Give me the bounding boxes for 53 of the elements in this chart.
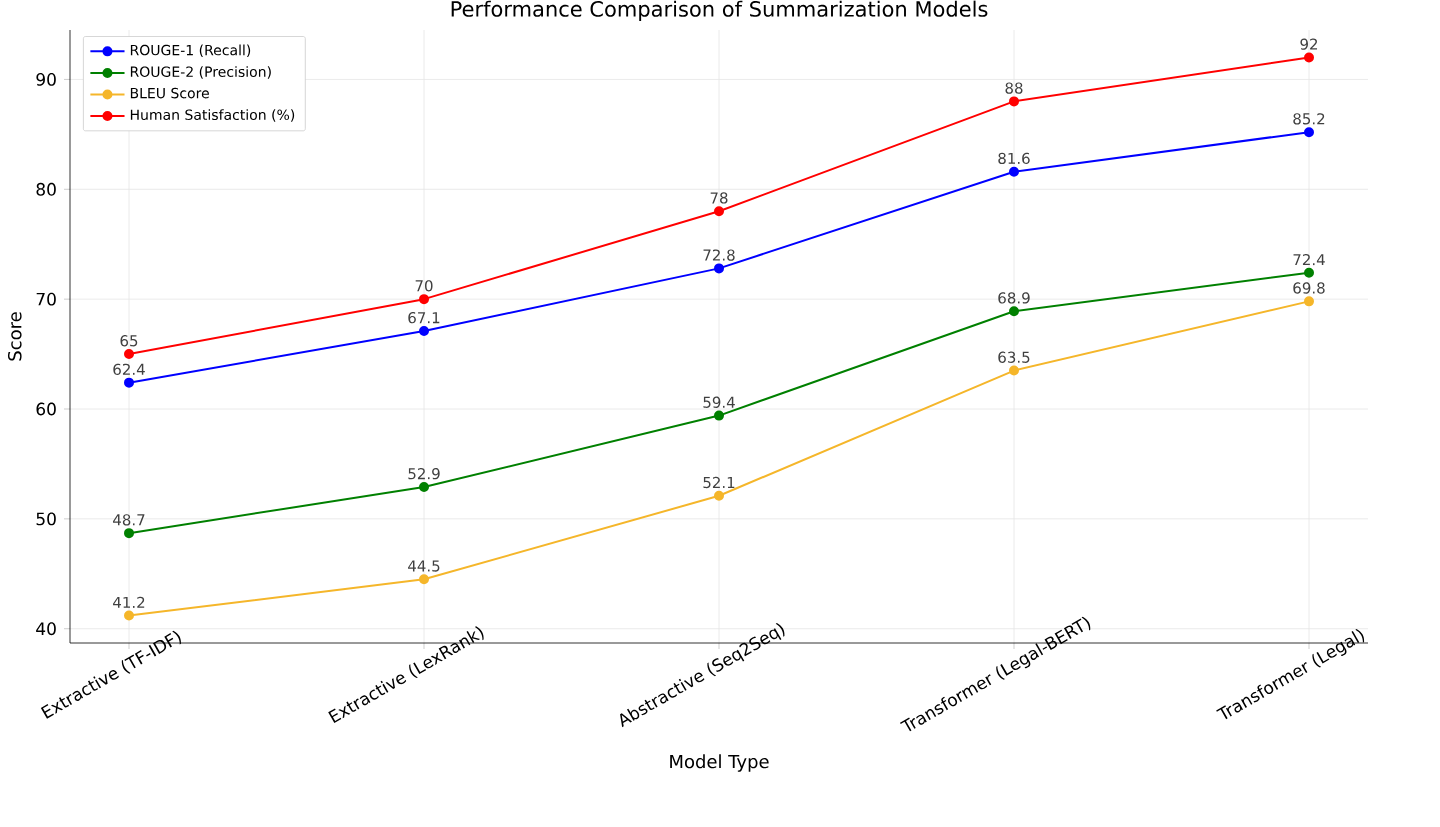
point bbox=[1304, 52, 1314, 63]
data-label: 62.4 bbox=[113, 363, 145, 375]
y-tick-label: 50 bbox=[36, 512, 56, 526]
chart-title: Performance Comparison of Summarization Models bbox=[451, 0, 988, 21]
y-tick-label: 40 bbox=[36, 622, 56, 636]
data-label: 72.4 bbox=[1293, 253, 1325, 266]
point bbox=[1009, 96, 1019, 107]
point bbox=[124, 528, 135, 539]
point bbox=[714, 263, 725, 274]
legend-label: ROUGE-2 (Precision) bbox=[130, 66, 271, 79]
point bbox=[1009, 365, 1019, 376]
point bbox=[124, 377, 135, 388]
data-label: 67.1 bbox=[408, 311, 440, 324]
data-label: 59.4 bbox=[703, 396, 735, 408]
legend-label: Human Satisfaction (%) bbox=[130, 109, 295, 122]
point bbox=[1009, 166, 1019, 177]
legend-label: BLEU Score bbox=[130, 87, 209, 99]
data-label: 92 bbox=[1300, 38, 1318, 50]
point bbox=[124, 349, 135, 360]
data-label: 85.2 bbox=[1293, 113, 1325, 125]
y-tick-label: 70 bbox=[36, 292, 56, 306]
data-label: 48.7 bbox=[113, 514, 145, 526]
y-tick-label: 80 bbox=[36, 182, 56, 196]
point bbox=[1304, 127, 1314, 138]
point bbox=[1009, 306, 1019, 317]
data-label: 63.5 bbox=[998, 351, 1030, 363]
point bbox=[419, 294, 430, 305]
point bbox=[714, 410, 725, 421]
data-label: 70 bbox=[415, 280, 433, 292]
data-label: 78 bbox=[710, 192, 728, 204]
data-label: 65 bbox=[120, 335, 138, 347]
y-tick-label: 90 bbox=[36, 73, 56, 86]
data-label: 44.5 bbox=[408, 560, 440, 572]
data-label: 69.8 bbox=[1293, 282, 1325, 294]
y-axis-title: Score bbox=[7, 312, 22, 361]
point bbox=[1304, 267, 1314, 278]
point bbox=[419, 326, 430, 337]
point bbox=[419, 482, 430, 493]
legend-label: ROUGE-1 (Recall) bbox=[130, 44, 251, 58]
point bbox=[419, 574, 430, 585]
data-label: 52.9 bbox=[408, 467, 440, 480]
point bbox=[124, 610, 135, 621]
data-label: 81.6 bbox=[998, 152, 1030, 165]
point bbox=[714, 206, 725, 217]
data-label: 52.1 bbox=[703, 476, 735, 489]
data-label: 68.9 bbox=[998, 292, 1030, 304]
data-label: 88 bbox=[1005, 82, 1023, 94]
point bbox=[1304, 296, 1314, 307]
data-label: 41.2 bbox=[113, 596, 145, 608]
y-tick-label: 60 bbox=[36, 402, 56, 416]
data-label: 72.8 bbox=[703, 249, 735, 261]
x-axis-title: Model Type bbox=[670, 754, 769, 772]
point bbox=[714, 490, 725, 501]
